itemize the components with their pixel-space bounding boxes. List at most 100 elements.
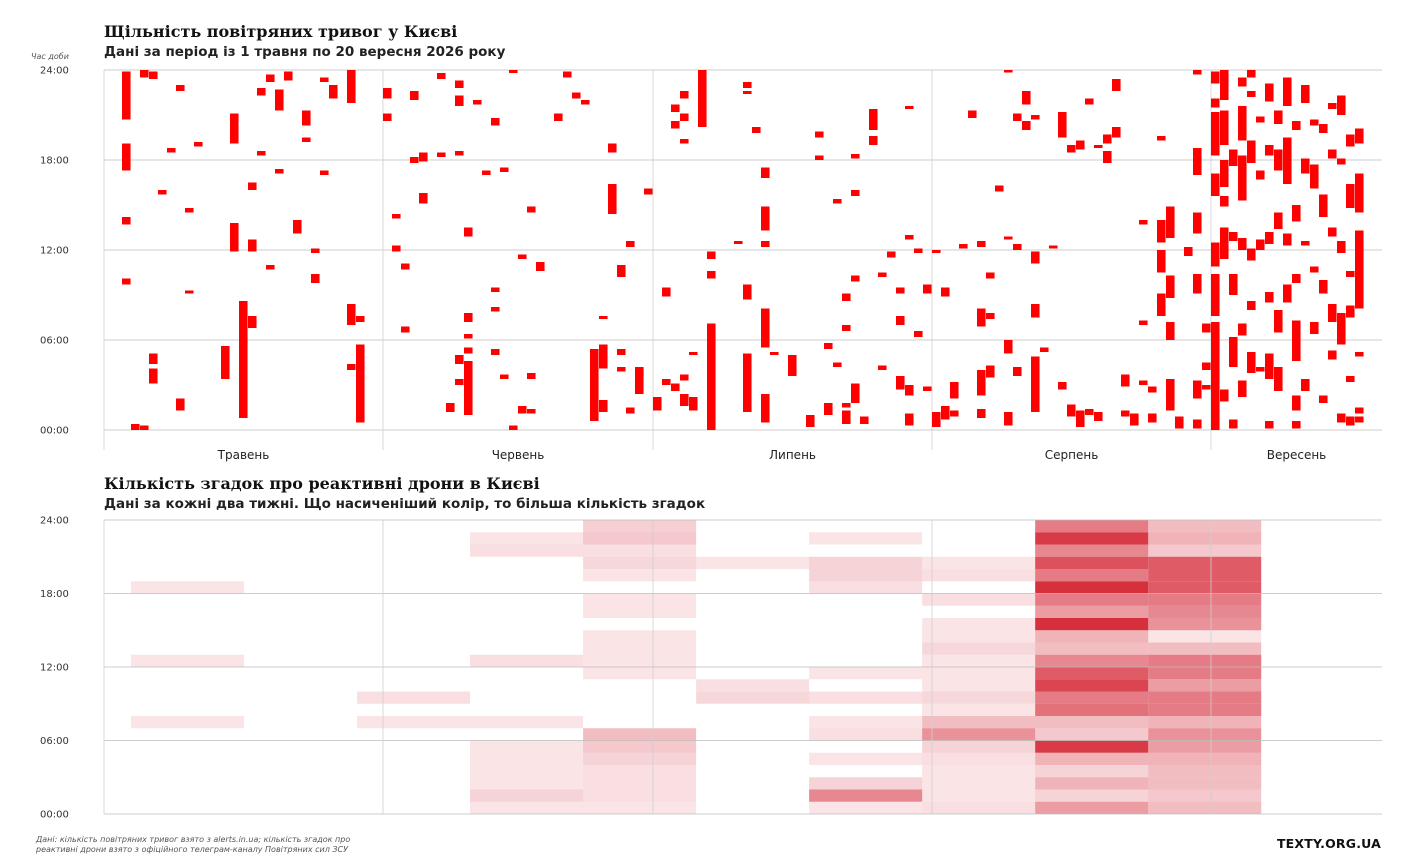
alert-bar	[1004, 70, 1013, 73]
heat-cell	[1035, 777, 1149, 790]
alert-bar	[1256, 367, 1265, 372]
heat-cell	[922, 630, 1036, 643]
heat-cell	[1148, 789, 1262, 802]
alert-bar	[1058, 112, 1067, 138]
alert-bar	[284, 71, 293, 81]
alert-bar	[932, 412, 941, 427]
alert-bar	[536, 262, 545, 271]
alert-bar	[185, 290, 194, 294]
heat-cell	[922, 777, 1036, 790]
alert-bar	[959, 244, 968, 249]
heat-cell	[1035, 654, 1149, 667]
alert-bar	[1220, 110, 1229, 145]
alert-bar	[1238, 155, 1247, 201]
alert-bar	[167, 148, 176, 153]
heat-cell	[696, 556, 810, 569]
alert-bar	[257, 151, 266, 156]
alert-bar	[1076, 140, 1085, 150]
chart-subtitle: Дані за період із 1 травня по 20 вересня…	[104, 44, 506, 60]
heat-cell	[922, 716, 1036, 729]
heat-cell	[131, 654, 245, 667]
alert-bar	[761, 206, 770, 231]
alert-bar	[1310, 322, 1319, 334]
alert-bar	[311, 248, 320, 253]
alert-bar	[1355, 352, 1364, 357]
heat-cell	[583, 801, 697, 814]
heat-cell	[922, 642, 1036, 655]
alert-bar	[455, 80, 464, 88]
alert-bar	[482, 170, 491, 175]
heat-cell	[1035, 544, 1149, 557]
heat-cell	[1148, 654, 1262, 667]
alert-bar	[1337, 241, 1346, 253]
alert-bar	[500, 374, 509, 379]
alert-bar	[1031, 251, 1040, 264]
alert-bar	[230, 223, 239, 252]
alert-bar	[896, 287, 905, 294]
alert-bar	[1274, 367, 1283, 391]
heat-cell	[809, 569, 923, 582]
heat-cell	[1148, 752, 1262, 765]
alert-bar	[1274, 212, 1283, 229]
y-axis-caption: Час доби	[31, 52, 69, 61]
heat-cell	[1148, 593, 1262, 606]
alert-bar	[1157, 136, 1166, 141]
alert-bar	[1238, 380, 1247, 397]
alert-bar	[707, 271, 716, 279]
alert-bar	[185, 208, 194, 213]
alert-bar	[626, 241, 635, 247]
heat-cell	[583, 544, 697, 557]
heat-cell	[1035, 642, 1149, 655]
alert-bar	[1121, 410, 1130, 417]
alert-bar	[1157, 293, 1166, 316]
alert-bar	[608, 143, 617, 153]
alert-bar	[986, 272, 995, 279]
alert-bar	[392, 214, 401, 219]
alert-bar	[860, 416, 869, 424]
alert-bar	[1238, 238, 1247, 250]
alert-bar	[347, 70, 356, 103]
alert-bar	[518, 254, 527, 259]
alert-bar	[500, 167, 509, 172]
heat-cell	[922, 752, 1036, 765]
heat-cell	[1148, 618, 1262, 631]
alert-bar	[644, 188, 653, 195]
alert-bar	[662, 379, 671, 385]
alert-bar	[383, 88, 392, 99]
alert-bar	[1211, 98, 1220, 108]
alert-bar	[1220, 70, 1229, 100]
y-tick-label: 00:00	[40, 810, 69, 821]
heat-cell	[809, 752, 923, 765]
alert-bar	[1040, 347, 1049, 352]
heat-cell	[1148, 544, 1262, 557]
alert-bar	[1328, 227, 1337, 237]
heat-cell	[583, 532, 697, 545]
alert-bar	[1337, 95, 1346, 115]
heat-cell	[470, 752, 584, 765]
alert-bar	[1265, 232, 1274, 244]
alert-bar	[1157, 250, 1166, 273]
heat-cell	[1148, 605, 1262, 618]
alert-bar	[437, 152, 446, 157]
alert-bar	[1355, 173, 1364, 213]
heat-cell	[1035, 593, 1149, 606]
heat-cell	[922, 691, 1036, 704]
alert-bar	[1112, 79, 1121, 91]
alert-bar	[1346, 134, 1355, 147]
alert-bar	[1013, 244, 1022, 250]
alert-bar	[950, 382, 959, 399]
alert-bar	[275, 89, 284, 111]
heat-cell	[357, 716, 471, 729]
heat-cell	[583, 654, 697, 667]
alert-bar	[464, 227, 473, 237]
y-tick-label: 18:00	[40, 156, 69, 167]
alert-bar	[1031, 115, 1040, 120]
heat-cell	[1035, 691, 1149, 704]
alert-bar	[1193, 380, 1202, 399]
alert-bar	[1049, 245, 1058, 249]
heat-cell	[583, 642, 697, 655]
heat-cell	[1035, 740, 1149, 753]
heat-cell	[1148, 740, 1262, 753]
alert-bar	[1247, 70, 1256, 78]
alert-bar	[1355, 128, 1364, 144]
